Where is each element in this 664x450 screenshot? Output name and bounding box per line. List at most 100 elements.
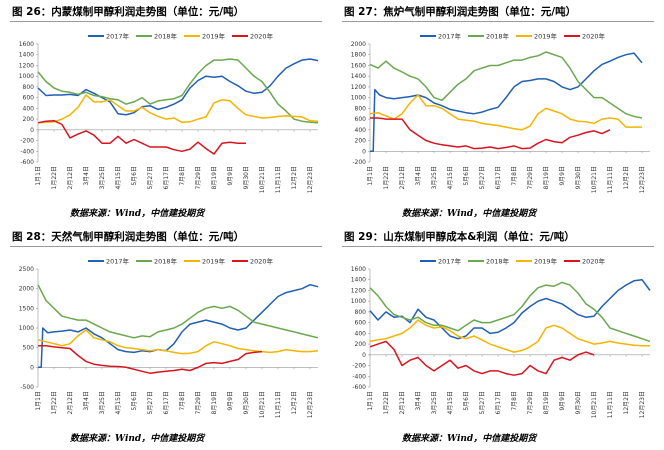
legend-label: 2020年 xyxy=(250,32,274,41)
y-tick-label: 2500 xyxy=(19,266,34,273)
y-tick-label: 1000 xyxy=(19,73,34,80)
x-tick-label: 12月2日 xyxy=(623,166,630,189)
y-tick-label: -200 xyxy=(352,159,366,166)
legend-label: 2019年 xyxy=(202,32,226,41)
x-tick-label: 11月11日 xyxy=(607,391,614,418)
x-tick-label: 5月27日 xyxy=(479,391,486,414)
y-tick-label: 1600 xyxy=(19,41,34,48)
y-tick-label: 600 xyxy=(23,95,35,102)
y-tick-label: 400 xyxy=(355,127,367,134)
x-tick-label: 12月2日 xyxy=(291,166,298,189)
y-tick-label: 2000 xyxy=(351,41,366,48)
x-tick-label: 3月25日 xyxy=(99,391,106,414)
x-tick-label: 10月21日 xyxy=(259,166,266,193)
x-tick-label: 11月11日 xyxy=(275,166,282,193)
y-tick-label: -200 xyxy=(20,138,34,145)
legend-label: 2018年 xyxy=(154,257,178,266)
legend-label: 2020年 xyxy=(582,257,606,266)
x-tick-label: 9月9日 xyxy=(227,166,234,186)
x-tick-label: 2月12日 xyxy=(399,166,406,189)
x-tick-label: 4月15日 xyxy=(115,166,122,189)
y-tick-label: 1500 xyxy=(19,305,34,312)
x-tick-label: 7月29日 xyxy=(195,391,202,414)
source-label: 数据来源：Wind，中信建投期货 xyxy=(402,434,537,444)
y-tick-label: -600 xyxy=(352,384,366,391)
x-tick-label: 1月22日 xyxy=(383,391,390,414)
x-tick-label: 1月1日 xyxy=(35,166,42,186)
y-tick-label: 1200 xyxy=(351,84,366,91)
y-tick-label: 200 xyxy=(355,138,367,145)
x-tick-label: 7月8日 xyxy=(179,391,186,411)
x-tick-label: 1月1日 xyxy=(367,166,374,186)
x-tick-label: 5月6日 xyxy=(131,391,138,411)
x-tick-label: 1月22日 xyxy=(383,166,390,189)
chart-panel-28: 图 28：天然气制甲醇利润走势图（单位：元/吨） 2017年 2018年 2019年… xyxy=(0,225,332,450)
y-tick-label: 1200 xyxy=(19,62,34,69)
x-tick-label: 5月6日 xyxy=(131,166,138,186)
x-tick-label: 6月17日 xyxy=(163,166,170,189)
source-label: 数据来源：Wind，中信建投期货 xyxy=(70,209,205,219)
series-line xyxy=(369,278,651,340)
chart-panel-27: 图 27：焦炉气制甲醇利润走势图（单位：元/吨） 2017年 2018年 2019年… xyxy=(332,0,664,225)
x-tick-label: 3月25日 xyxy=(99,166,106,189)
y-tick-label: 0 xyxy=(30,127,34,134)
x-tick-label: 9月30日 xyxy=(243,391,250,414)
legend-label: 2020年 xyxy=(582,32,606,41)
x-tick-label: 12月2日 xyxy=(291,391,298,414)
y-tick-label: 1600 xyxy=(351,62,366,69)
x-tick-label: 3月25日 xyxy=(431,166,438,189)
x-tick-label: 7月29日 xyxy=(195,166,202,189)
chart-title: 图 29：山东煤制甲醇成本&利润（单位：元/吨） xyxy=(344,231,575,243)
x-tick-label: 12月23日 xyxy=(639,166,646,193)
x-tick-label: 3月4日 xyxy=(83,391,90,411)
y-tick-label: 200 xyxy=(23,116,35,123)
series-line xyxy=(37,58,319,124)
series-line xyxy=(369,281,651,343)
series-line xyxy=(369,319,650,353)
x-tick-label: 4月15日 xyxy=(447,391,454,414)
y-tick-label: 400 xyxy=(23,105,35,112)
x-tick-label: 8月19日 xyxy=(211,391,218,414)
x-tick-label: 1月1日 xyxy=(367,391,374,411)
y-tick-label: 2000 xyxy=(19,286,34,293)
x-tick-label: 9月9日 xyxy=(227,391,234,411)
x-tick-label: 3月25日 xyxy=(431,391,438,414)
y-tick-label: 1200 xyxy=(351,287,366,294)
x-tick-label: 6月17日 xyxy=(163,391,170,414)
series-line xyxy=(37,329,319,355)
x-tick-label: 9月30日 xyxy=(243,166,250,189)
y-tick-label: 1000 xyxy=(351,95,366,102)
x-tick-label: 12月23日 xyxy=(307,166,314,193)
x-tick-label: 4月15日 xyxy=(447,166,454,189)
x-tick-label: 5月27日 xyxy=(479,166,486,189)
x-tick-label: 6月17日 xyxy=(495,166,502,189)
series-line xyxy=(37,284,319,339)
x-tick-label: 1月22日 xyxy=(51,391,58,414)
y-tick-label: -400 xyxy=(20,148,34,155)
legend-label: 2018年 xyxy=(486,257,510,266)
y-tick-label: 1400 xyxy=(351,73,366,80)
series-line xyxy=(369,340,595,376)
x-tick-label: 9月30日 xyxy=(575,166,582,189)
source-label: 数据来源：Wind，中信建投期货 xyxy=(402,209,537,219)
x-tick-label: 2月12日 xyxy=(399,391,406,414)
x-tick-label: 7月29日 xyxy=(527,391,534,414)
x-tick-label: 9月30日 xyxy=(575,391,582,414)
x-tick-label: 12月23日 xyxy=(639,391,646,418)
series-line xyxy=(37,94,319,124)
source-label: 数据来源：Wind，中信建投期货 xyxy=(70,434,205,444)
x-tick-label: 1月1日 xyxy=(35,391,42,411)
y-tick-label: 0 xyxy=(362,352,366,359)
x-tick-label: 4月15日 xyxy=(115,391,122,414)
y-tick-label: 600 xyxy=(355,320,367,327)
legend-label: 2017年 xyxy=(438,257,462,266)
x-tick-label: 7月29日 xyxy=(527,166,534,189)
y-tick-label: 1800 xyxy=(351,52,366,59)
x-tick-label: 8月19日 xyxy=(543,166,550,189)
legend-label: 2017年 xyxy=(106,32,130,41)
series-line xyxy=(38,283,319,369)
series-line xyxy=(369,51,643,119)
y-tick-label: 500 xyxy=(23,345,35,352)
x-tick-label: 10月21日 xyxy=(591,166,598,193)
y-tick-label: 800 xyxy=(355,105,367,112)
